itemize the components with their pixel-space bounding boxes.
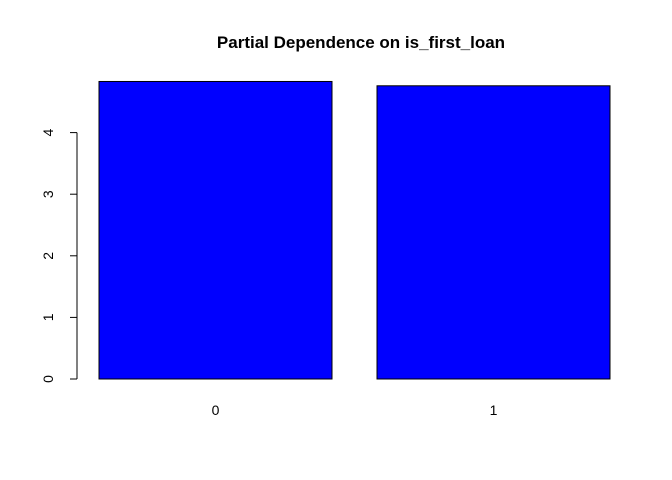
y-tick-label: 2 <box>40 252 56 260</box>
bar-0 <box>98 80 333 380</box>
x-tick-label: 1 <box>490 402 498 418</box>
x-tick-label: 0 <box>212 402 220 418</box>
y-axis: 0 1 2 3 4 <box>40 128 78 383</box>
y-tick-label: 1 <box>40 313 56 321</box>
y-tick-label: 3 <box>40 190 56 198</box>
y-tick-label: 0 <box>40 375 56 383</box>
bar-1 <box>376 85 611 380</box>
chart-title: Partial Dependence on is_first_loan <box>217 33 505 52</box>
bars-group <box>98 80 611 380</box>
y-tick-label: 4 <box>40 128 56 136</box>
